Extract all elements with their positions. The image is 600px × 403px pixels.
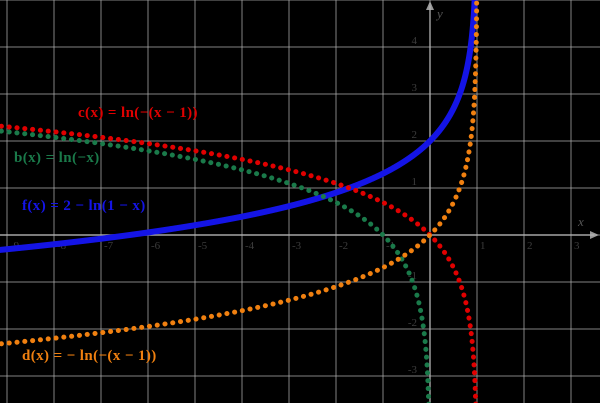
x-tick-label: -5	[198, 240, 208, 252]
curve-f[interactable]	[0, 0, 478, 253]
x-tick-label: 1	[480, 240, 486, 252]
y-tick-label: 1	[412, 176, 418, 188]
curve-d[interactable]	[0, 0, 480, 347]
y-tick-label: -1	[408, 270, 417, 282]
x-axis-arrow-icon	[590, 231, 599, 239]
y-axis-name-label: y	[435, 6, 443, 21]
curve-c[interactable]	[0, 123, 479, 403]
y-tick-label: -3	[408, 364, 418, 376]
x-tick-label: 3	[574, 240, 580, 252]
x-tick-label: -4	[245, 240, 255, 252]
y-tick-label: 3	[412, 82, 418, 94]
x-tick-label: -6	[151, 240, 161, 252]
y-tick-label: -2	[408, 317, 417, 329]
x-tick-label: -3	[292, 240, 302, 252]
curve-b[interactable]	[0, 128, 432, 403]
axis-name-labels: xy	[435, 6, 584, 229]
x-axis-name-label: x	[577, 214, 584, 229]
x-tick-label: -7	[104, 240, 114, 252]
x-tick-label: 2	[527, 240, 533, 252]
x-tick-label: -2	[339, 240, 348, 252]
function-curves	[0, 0, 480, 403]
y-tick-label: 2	[412, 129, 418, 141]
y-axis-arrow-icon	[426, 1, 434, 10]
y-tick-label: 4	[412, 35, 418, 47]
